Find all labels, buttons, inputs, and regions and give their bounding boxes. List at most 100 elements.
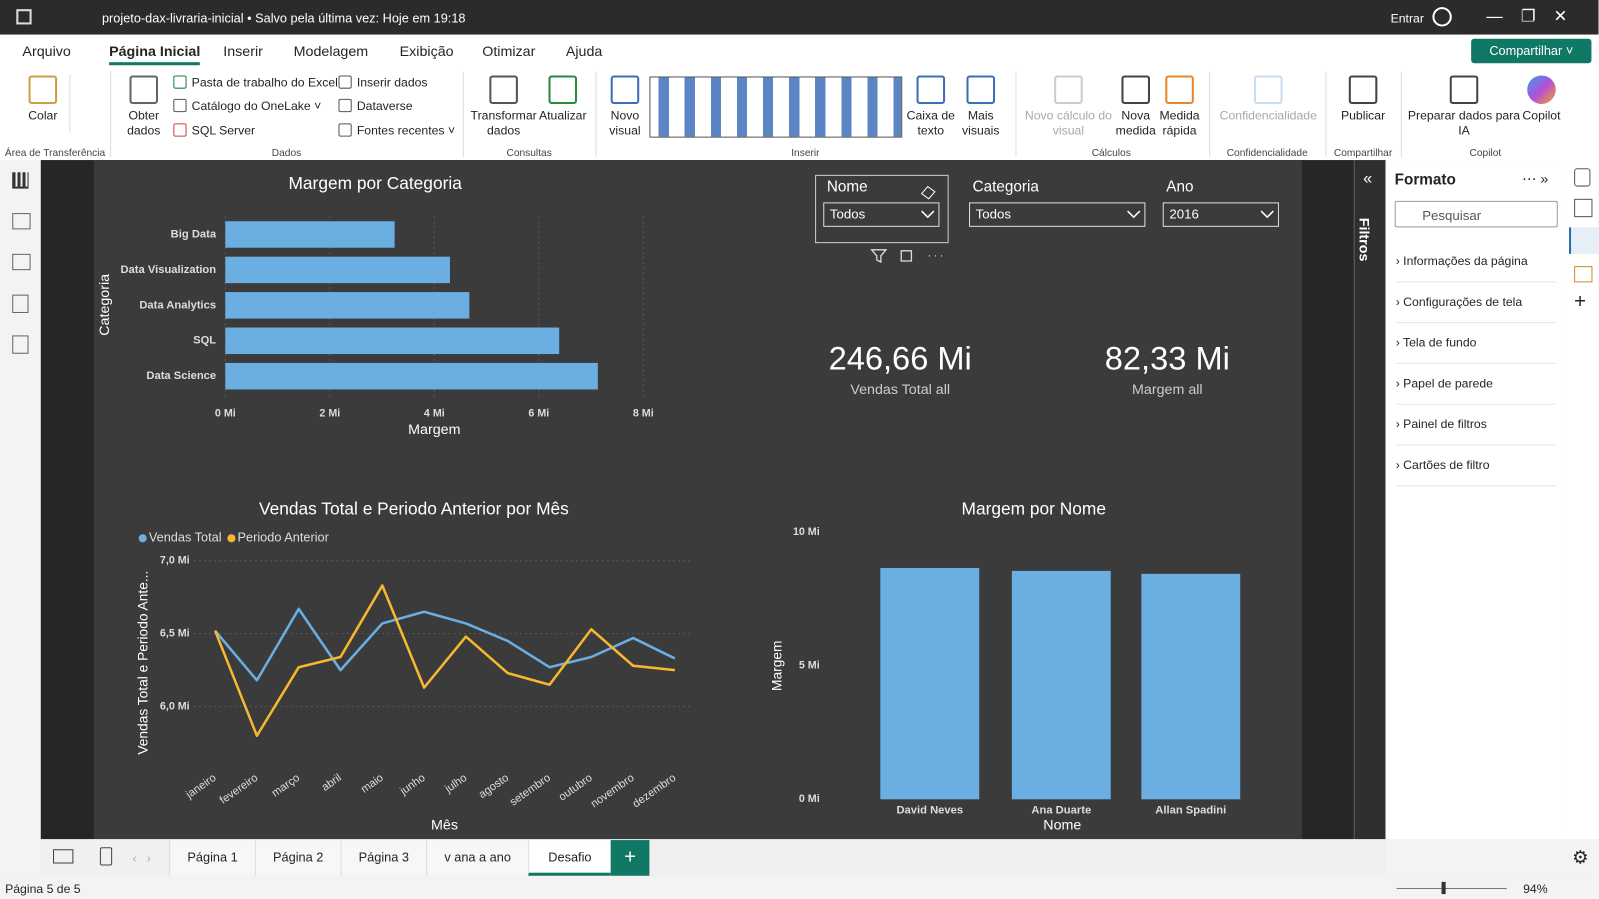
menu-tab[interactable]: Arquivo: [22, 42, 71, 60]
page-tab[interactable]: v ana a ano: [426, 840, 529, 876]
y-tick-label: Big Data: [171, 228, 217, 240]
dropdown-chevron: [1127, 210, 1141, 219]
paste-button[interactable]: Colar: [22, 75, 63, 123]
add-page[interactable]: +: [610, 840, 650, 876]
table-view[interactable]: [12, 213, 31, 230]
mobile-view[interactable]: [99, 847, 113, 866]
left-nav: [0, 160, 41, 840]
new-measure-button[interactable]: Nova medida: [1115, 75, 1156, 138]
save-button[interactable]: [16, 9, 32, 25]
menu-tab[interactable]: Inserir: [223, 42, 263, 60]
y-axis-title: Margem: [770, 641, 785, 691]
section-label: Painel de filtros: [1403, 416, 1487, 432]
format-section[interactable]: › Papel de parede: [1395, 376, 1557, 405]
format-section[interactable]: › Configurações de tela: [1395, 295, 1557, 324]
menu-tab[interactable]: Página Inicial: [109, 43, 201, 66]
publish-button[interactable]: Publicar: [1336, 75, 1391, 123]
copilot-button[interactable]: Copilot: [1519, 75, 1564, 123]
dataverse-button[interactable]: Dataverse: [338, 98, 413, 113]
format-section[interactable]: › Informações da página: [1395, 254, 1557, 283]
report-view[interactable]: [12, 172, 29, 189]
slicer-dropdown[interactable]: [1162, 202, 1279, 227]
build-pane-icon[interactable]: [1574, 198, 1593, 218]
format-section[interactable]: › Tela de fundo: [1395, 335, 1557, 364]
visual-gallery[interactable]: [649, 76, 903, 138]
label: Transformar dados: [470, 108, 537, 138]
x-tick-label: abril: [320, 772, 344, 794]
page-tab[interactable]: Página 1: [169, 840, 255, 876]
enter-data-button[interactable]: Inserir dados: [338, 75, 428, 90]
filters-pane[interactable]: « Filtros: [1353, 160, 1387, 840]
menu-tab[interactable]: Modelagem: [293, 42, 369, 60]
desktop-view[interactable]: [53, 849, 74, 864]
text-box-button[interactable]: Caixa de texto: [905, 75, 956, 138]
format-section[interactable]: › Painel de filtros: [1395, 416, 1557, 446]
data-pane-icon[interactable]: [1574, 168, 1591, 187]
x-tick-label: Allan Spadini: [1155, 804, 1226, 816]
share-label: Compartilhar: [1489, 43, 1563, 59]
window-controls[interactable]: — ❐ ✕: [1486, 8, 1568, 26]
excel-button[interactable]: Pasta de trabalho do Excel: [173, 75, 338, 90]
page-tab[interactable]: Página 3: [340, 840, 427, 876]
tab-scroll[interactable]: ‹ ›: [132, 851, 151, 866]
x-tick-label: 0 Mi: [215, 408, 236, 420]
onelake-button[interactable]: Catálogo do OneLake ˅: [173, 98, 321, 114]
format-pane-icon[interactable]: [1569, 227, 1599, 254]
new-visual-button[interactable]: Novo visual: [605, 75, 646, 138]
label: Inserir dados: [356, 75, 428, 90]
recent-sources-button[interactable]: Fontes recentes ˅: [338, 123, 455, 138]
settings-icon[interactable]: ⚙: [1572, 847, 1589, 868]
clipboard-tools: [69, 75, 82, 133]
tmdl-view[interactable]: [12, 335, 29, 354]
y-axis-title: Categoria: [97, 274, 113, 336]
slicer-title: Nome: [827, 179, 868, 196]
y-tick-label: Data Science: [146, 370, 216, 382]
page-tab[interactable]: Página 2: [254, 840, 341, 876]
menu-tab[interactable]: Exibição: [399, 42, 454, 60]
search-box[interactable]: Pesquisar: [1394, 200, 1558, 228]
chevron: ›: [1395, 416, 1404, 432]
refresh-button[interactable]: Atualizar: [538, 75, 587, 123]
share-button[interactable]: Compartilhar ˅: [1471, 38, 1592, 64]
format-section[interactable]: › Cartões de filtro: [1395, 458, 1557, 487]
title-bar: [0, 0, 1599, 35]
slicer-frame: [815, 174, 949, 244]
sql-button[interactable]: SQL Server: [173, 123, 255, 138]
collapse-icon[interactable]: «: [1363, 170, 1373, 188]
bar: [225, 221, 395, 248]
chevron: ›: [1395, 376, 1404, 391]
model-view[interactable]: [12, 253, 31, 271]
dax-view[interactable]: [12, 294, 29, 313]
quick-measure-button[interactable]: Medida rápida: [1156, 75, 1203, 138]
transform-button[interactable]: Transformar dados: [469, 75, 538, 138]
legend-marker: [227, 534, 236, 543]
slicer-value: Todos: [830, 207, 866, 222]
page-tab[interactable]: Desafio: [528, 840, 611, 876]
group-label: Confidencialidade: [1226, 147, 1308, 160]
zoom-thumb[interactable]: [1441, 881, 1446, 895]
slicer-dropdown[interactable]: [969, 202, 1146, 227]
bookmark-icon[interactable]: [1574, 266, 1593, 283]
legend-marker: [138, 534, 147, 543]
separator: [595, 71, 597, 158]
pane-menu[interactable]: ⋯ »: [1522, 170, 1549, 187]
dropdown-chevron: [1260, 210, 1274, 219]
more-visuals-button[interactable]: Mais visuais: [958, 75, 1003, 138]
avatar[interactable]: [1432, 7, 1452, 27]
sign-in[interactable]: Entrar: [1390, 11, 1424, 26]
prep-ai-button[interactable]: Preparar dados para IA: [1407, 75, 1521, 138]
slicer-dropdown[interactable]: [823, 202, 940, 227]
label: Atualizar: [538, 108, 587, 123]
label: Catálogo do OneLake: [191, 98, 311, 114]
menu-tab[interactable]: Ajuda: [565, 42, 603, 60]
bar: [1011, 570, 1111, 800]
get-data-button[interactable]: Obter dados: [120, 75, 167, 138]
menu-tab[interactable]: Otimizar: [482, 42, 536, 60]
group-label: Copilot: [1469, 147, 1502, 160]
label: Mais visuais: [962, 108, 1000, 138]
add-pane[interactable]: +: [1574, 290, 1587, 313]
y-axis-title: Vendas Total e Periodo Ante...: [135, 571, 150, 755]
bar: [225, 292, 470, 319]
zoom-slider[interactable]: [1396, 887, 1507, 890]
